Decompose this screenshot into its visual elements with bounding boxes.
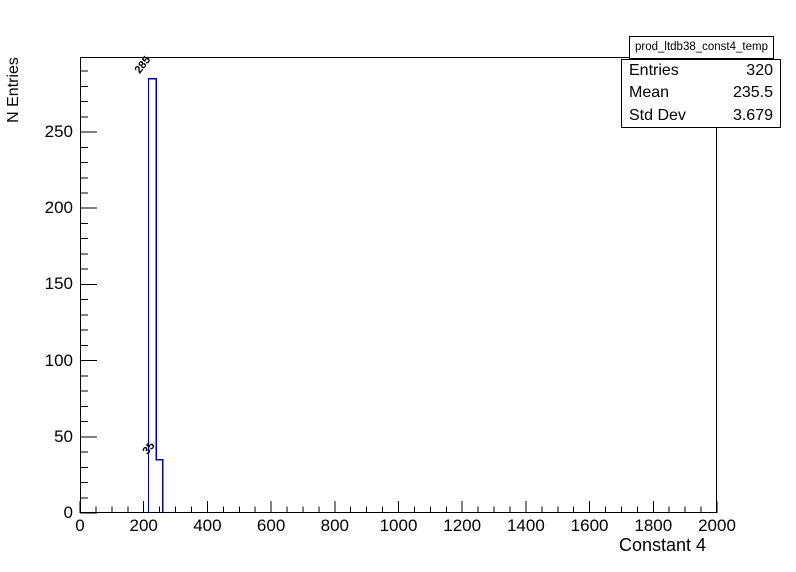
stats-row-value: 235.5 [732,84,773,102]
x-tick-label: 2000 [698,516,736,535]
x-tick-label: 600 [256,516,286,535]
stats-row-label: Mean [629,84,670,102]
stats-row: Mean 235.5 [622,82,780,104]
stats-row-value: 320 [746,62,773,79]
y-tick-label: 200 [44,198,73,218]
stats-row-label: Std Dev [629,106,686,124]
x-tick-label: 800 [320,516,349,535]
y-tick-label: 100 [44,350,73,370]
histogram-title-box: prod_ltdb38_const4_temp [629,36,774,59]
y-tick-label: 0 [63,503,73,522]
x-tick-label: 1200 [443,516,482,535]
histogram-title: prod_ltdb38_const4_temp [635,41,768,53]
x-tick-label: 1600 [570,516,609,535]
stats-row: Std Dev 3.679 [622,105,780,127]
stats-box: Entries 320 Mean 235.5 Std Dev 3.679 [621,59,781,128]
stats-row-value: 3.679 [732,106,773,124]
y-tick-label: 150 [44,274,73,294]
x-tick-label: 200 [129,516,158,535]
stats-row-label: Entries [629,62,679,79]
histogram-outline [147,78,164,513]
y-tick-label: 50 [54,426,73,446]
x-tick-label: 400 [193,516,222,535]
x-tick-label: 1000 [379,516,418,535]
y-axis-title: N Entries [5,57,22,123]
stats-row: Entries 320 [622,60,780,82]
y-tick-label: 250 [44,122,73,142]
x-axis-title: Constant 4 [619,535,707,555]
x-tick-label: 1400 [506,516,545,535]
histogram-plot [79,56,718,514]
x-tick-label: 0 [75,516,85,535]
x-tick-label: 1800 [634,516,673,535]
